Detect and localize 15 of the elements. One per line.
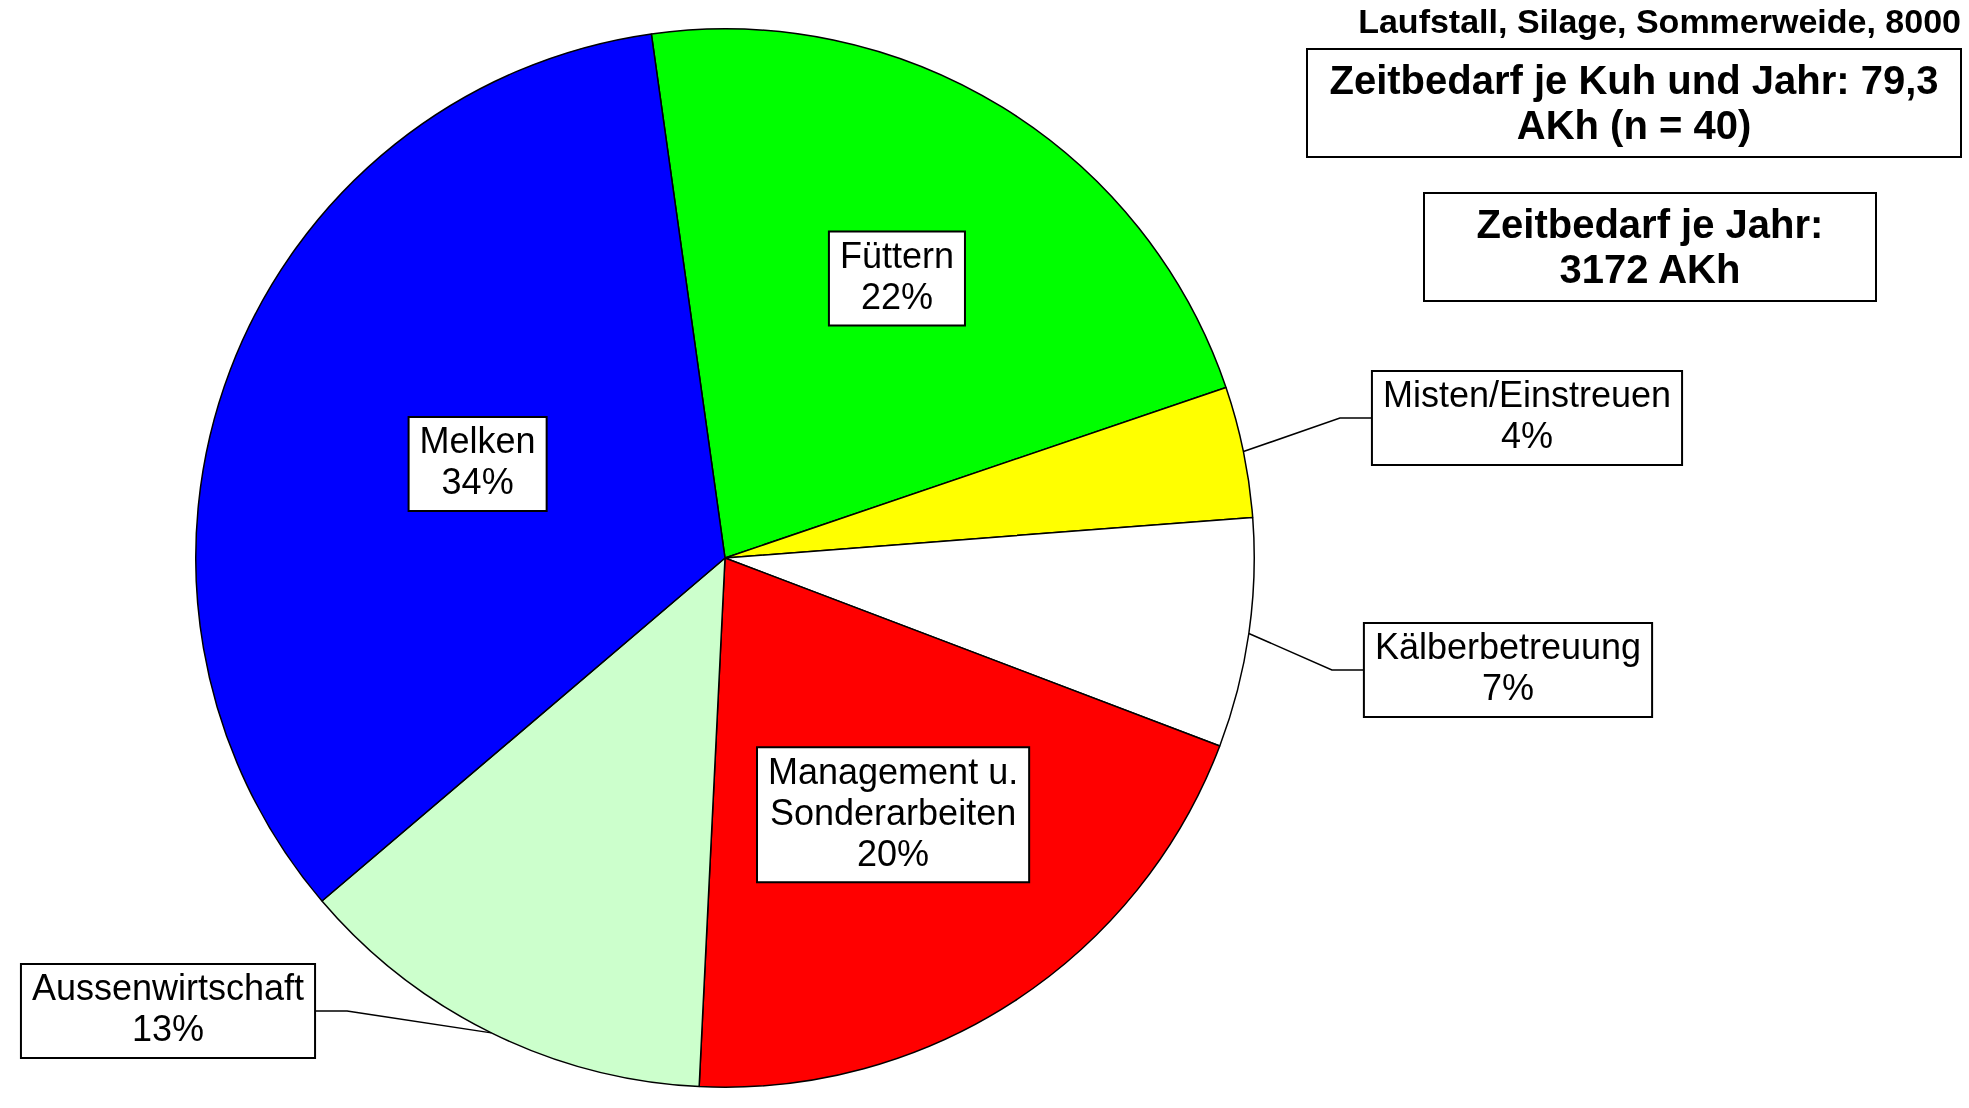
slice-label: Melken	[419, 420, 536, 462]
slice-label: Füttern	[839, 234, 954, 276]
slice-label: Misten/Einstreuen	[1382, 374, 1672, 416]
data-label: 22%	[860, 275, 933, 317]
data-label: 20%	[857, 832, 930, 874]
text: Zeitbedarf je Jahr: 3172 AKh	[1423, 192, 1877, 302]
slice-label: Aussenwirtschaft	[31, 967, 305, 1009]
slice-label: Kälberbetreuung	[1374, 626, 1642, 668]
data-label: 13%	[131, 1008, 205, 1050]
data-label: 34%	[441, 461, 514, 503]
data-label: 7%	[1481, 667, 1535, 709]
chart-title: Laufstall, Silage, Sommerweide, 8000	[1358, 2, 1961, 41]
data-label: 4%	[1500, 415, 1554, 457]
slice-label: Management u. Sonderarbeiten	[768, 750, 1019, 833]
text: Zeitbedarf je Kuh und Jahr: 79,3 AKh (n = 40)	[1306, 48, 1962, 158]
